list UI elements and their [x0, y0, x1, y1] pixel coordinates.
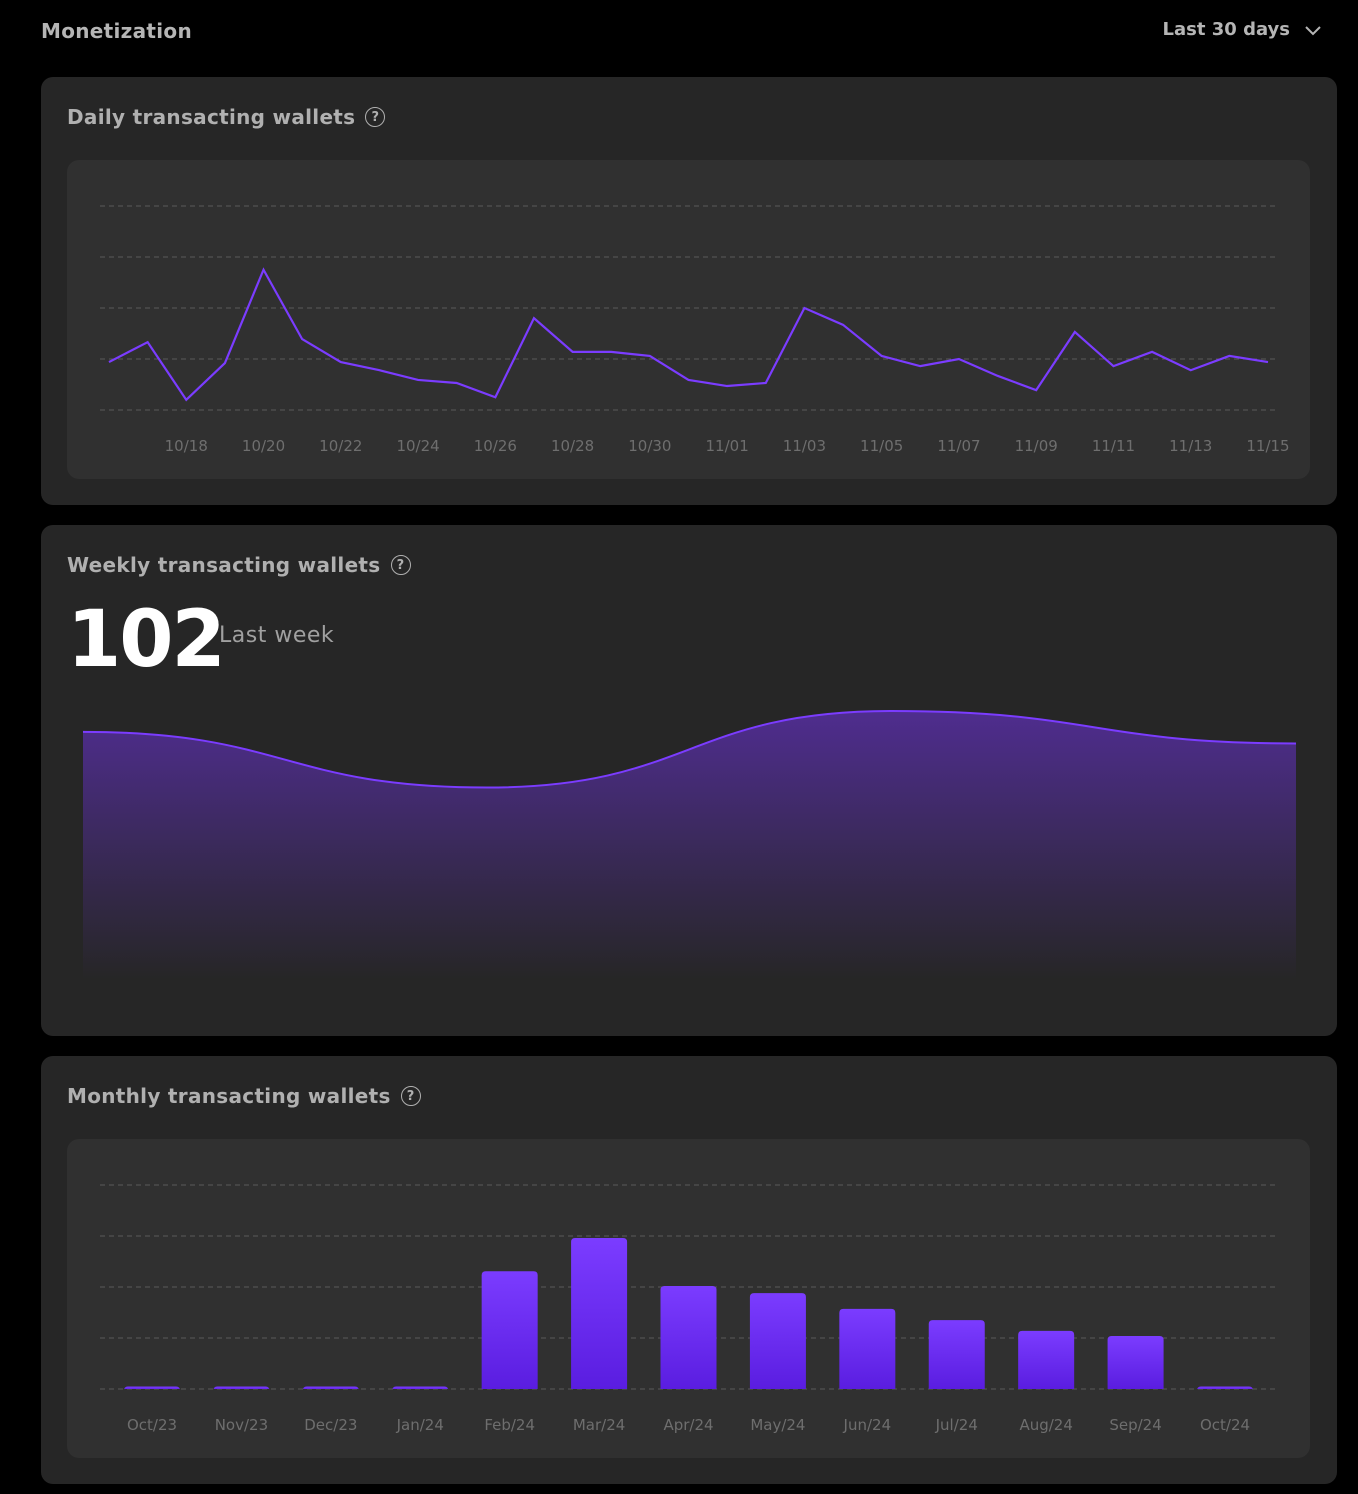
x-tick-label: 11/11 [1092, 437, 1135, 455]
x-tick-label: Oct/24 [1200, 1416, 1250, 1434]
x-tick-label: 11/09 [1015, 437, 1058, 455]
chevron-down-icon [1305, 25, 1321, 35]
weekly-value: 102 [67, 595, 226, 685]
question-circle-icon[interactable]: ? [365, 107, 386, 127]
x-tick-label: Nov/23 [215, 1416, 268, 1434]
x-tick-label: Jan/24 [396, 1416, 444, 1434]
daily-series-line [108, 267, 1269, 402]
monthly-chart-panel: Oct/23 Nov/23 Dec/23 Jan/24 Feb/24 Mar/24 Apr/… [67, 1139, 1310, 1458]
weekly-value-label: Last week [219, 623, 335, 648]
monthly-bar-chart: Oct/23 Nov/23 Dec/23 Jan/24 Feb/24 Mar/24 Apr/… [100, 1184, 1277, 1434]
x-tick-label: Dec/23 [304, 1416, 357, 1434]
x-tick-label: Jun/24 [843, 1416, 892, 1434]
bar [839, 1308, 896, 1389]
monthly-title: Monthly transacting wallets [67, 1084, 391, 1108]
x-tick-label: Apr/24 [663, 1416, 713, 1434]
bar [124, 1386, 180, 1391]
x-tick-label: Aug/24 [1019, 1416, 1072, 1434]
bar [928, 1320, 985, 1389]
bar [1018, 1330, 1075, 1389]
question-circle-icon[interactable]: ? [400, 1086, 421, 1106]
date-range-label: Last 30 days [1162, 19, 1290, 40]
bar [1197, 1386, 1253, 1391]
x-tick-label: 11/01 [706, 437, 749, 455]
weekly-area-fill [83, 711, 1296, 980]
x-tick-label: Mar/24 [573, 1416, 625, 1434]
bar [481, 1271, 538, 1389]
x-tick-label: 11/05 [860, 437, 903, 455]
x-tick-label: Feb/24 [484, 1416, 535, 1434]
bar [302, 1386, 359, 1391]
page-title: Monetization [41, 19, 192, 43]
question-circle-icon[interactable]: ? [390, 555, 411, 575]
weekly-series-line [82, 709, 1297, 789]
x-tick-label: 10/22 [319, 437, 362, 455]
x-tick-label: Oct/23 [127, 1416, 177, 1434]
x-tick-label: 10/18 [165, 437, 208, 455]
x-tick-label: 10/30 [628, 437, 671, 455]
x-tick-label: 10/24 [396, 437, 439, 455]
bar [1107, 1335, 1164, 1389]
date-range-dropdown[interactable]: Last 30 days [1163, 19, 1322, 40]
bar [571, 1238, 628, 1389]
monthly-card: Monthly transacting wallets? Oct/23 Nov/2… [41, 1056, 1337, 1484]
daily-chart-panel: 10/18 10/20 10/22 10/24 10/26 10/28 10/30 11/01… [67, 160, 1310, 479]
x-tick-label: 11/15 [1246, 437, 1289, 455]
x-tick-label: Jul/24 [935, 1416, 978, 1434]
x-tick-label: 10/28 [551, 437, 594, 455]
x-tick-label: 10/26 [474, 437, 517, 455]
bar [392, 1386, 449, 1391]
bar [213, 1386, 270, 1391]
x-tick-label: 11/07 [937, 437, 980, 455]
x-tick-label: May/24 [750, 1416, 805, 1434]
x-tick-label: 10/20 [242, 437, 285, 455]
weekly-card: Weekly transacting wallets? 102 Last wee… [41, 525, 1337, 1036]
bar [660, 1285, 717, 1389]
x-tick-label: Sep/24 [1109, 1416, 1161, 1434]
weekly-title: Weekly transacting wallets [67, 553, 381, 577]
bar [749, 1293, 806, 1389]
daily-card: Daily transacting wallets? 10/18 10/20 10/… [41, 77, 1337, 505]
x-tick-label: 11/03 [783, 437, 826, 455]
weekly-area-chart [82, 709, 1297, 980]
daily-title: Daily transacting wallets [67, 105, 356, 129]
daily-line-chart: 10/18 10/20 10/22 10/24 10/26 10/28 10/30 11/01… [100, 205, 1290, 455]
x-tick-label: 11/13 [1169, 437, 1212, 455]
